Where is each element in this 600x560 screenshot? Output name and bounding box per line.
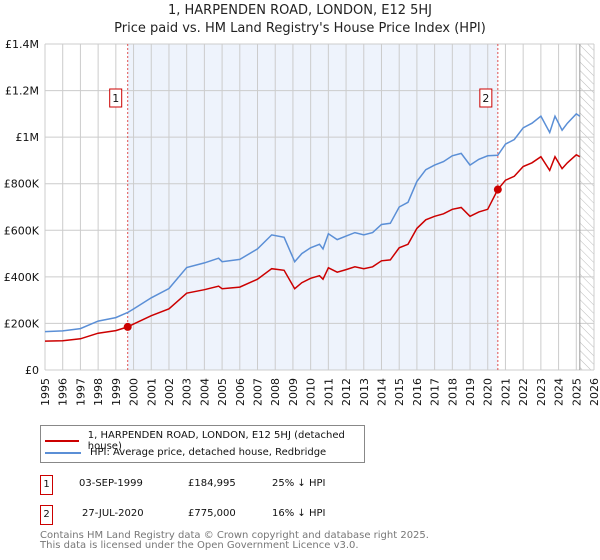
x-tick-label: 1997 bbox=[74, 378, 87, 406]
x-tick-label: 2009 bbox=[287, 378, 300, 406]
x-tick-label: 2024 bbox=[553, 378, 566, 406]
x-tick-label: 2005 bbox=[216, 378, 229, 406]
y-tick-label: £1.4M bbox=[5, 38, 39, 51]
x-tick-label: 2003 bbox=[181, 378, 194, 406]
sale-badge: 2 bbox=[40, 505, 53, 525]
sale-date: 27-JUL-2020 bbox=[82, 508, 144, 519]
x-tick-label: 2010 bbox=[305, 378, 318, 406]
x-tick-label: 2002 bbox=[163, 378, 176, 406]
x-tick-label: 2020 bbox=[482, 378, 495, 406]
y-tick-label: £600K bbox=[4, 224, 40, 237]
x-tick-label: 2021 bbox=[499, 378, 512, 406]
sale-point bbox=[493, 185, 502, 194]
footer: Contains HM Land Registry data © Crown c… bbox=[40, 531, 429, 551]
x-tick-label: 2025 bbox=[570, 378, 583, 406]
sale-label: 2 bbox=[482, 92, 489, 105]
sale-hpi: 25% ↓ HPI bbox=[272, 478, 326, 489]
x-tick-label: 2006 bbox=[234, 378, 247, 406]
x-tick-label: 2017 bbox=[429, 378, 442, 406]
x-tick-label: 2022 bbox=[517, 378, 530, 406]
x-tick-label: 2008 bbox=[269, 378, 282, 406]
property-price-line bbox=[44, 153, 581, 342]
sale-row: 2 27-JUL-2020 £775,000 16% ↓ HPI bbox=[40, 505, 440, 525]
chart-subtitle: Price paid vs. HM Land Registry's House … bbox=[114, 21, 486, 36]
sale-label-box bbox=[109, 88, 123, 108]
x-tick-label: 1998 bbox=[92, 378, 105, 406]
sale-period-shade bbox=[127, 44, 498, 370]
x-tick-label: 2016 bbox=[411, 378, 424, 406]
x-tick-label: 2023 bbox=[535, 378, 548, 406]
x-tick-label: 2019 bbox=[464, 378, 477, 406]
legend-item-property: 1, HARPENDEN ROAD, LONDON, E12 5HJ (deta… bbox=[45, 430, 364, 452]
sale-price: £775,000 bbox=[188, 508, 236, 519]
y-tick-label: £200K bbox=[4, 317, 40, 330]
x-tick-label: 2014 bbox=[375, 378, 388, 406]
x-tick-label: 1995 bbox=[39, 378, 52, 406]
y-tick-label: £1.2M bbox=[5, 85, 39, 98]
footer-licence: This data is licensed under the Open Gov… bbox=[40, 540, 359, 551]
y-tick-label: £400K bbox=[4, 271, 40, 284]
sale-price: £184,995 bbox=[188, 478, 236, 489]
sale-hpi: 16% ↓ HPI bbox=[272, 508, 326, 519]
x-tick-label: 1996 bbox=[57, 378, 70, 406]
sale-date: 03-SEP-1999 bbox=[79, 478, 143, 489]
legend-swatch-blue bbox=[45, 451, 81, 454]
legend-swatch-red bbox=[45, 440, 79, 442]
y-tick-label: £0 bbox=[25, 364, 39, 377]
sale-row: 1 03-SEP-1999 £184,995 25% ↓ HPI bbox=[40, 475, 440, 495]
forecast-hatch bbox=[579, 44, 594, 370]
sale-label-box bbox=[479, 88, 493, 108]
x-tick-label: 2026 bbox=[588, 378, 600, 406]
sale-point bbox=[123, 322, 132, 331]
y-tick-label: £800K bbox=[4, 178, 40, 191]
x-tick-label: 2013 bbox=[358, 378, 371, 406]
x-tick-label: 2000 bbox=[128, 378, 141, 406]
y-tick-label: £1M bbox=[16, 131, 40, 144]
x-tick-label: 1999 bbox=[110, 378, 123, 406]
price-chart: 1995 1996 1997 1998 1999 2000 2001 2002 2003 2004… bbox=[4, 38, 600, 406]
x-tick-label: 2012 bbox=[340, 378, 353, 406]
x-tick-label: 2018 bbox=[446, 378, 459, 406]
x-tick-label: 2007 bbox=[252, 378, 265, 406]
x-tick-label: 2015 bbox=[393, 378, 406, 406]
x-tick-label: 2001 bbox=[145, 378, 158, 406]
legend-item-hpi: HPI: Average price, detached house, Redb… bbox=[45, 447, 326, 458]
legend-label: 1, HARPENDEN ROAD, LONDON, E12 5HJ (deta… bbox=[87, 430, 345, 452]
x-tick-label: 2011 bbox=[322, 378, 335, 406]
hpi-line bbox=[44, 112, 581, 333]
sale-label: 1 bbox=[112, 92, 119, 105]
legend: 1, HARPENDEN ROAD, LONDON, E12 5HJ (deta… bbox=[40, 425, 365, 463]
legend-label: HPI: Average price, detached house, Redb… bbox=[90, 447, 327, 458]
footer-copyright: Contains HM Land Registry data © Crown c… bbox=[40, 530, 429, 541]
x-tick-label: 2004 bbox=[198, 378, 211, 406]
chart-title: 1, HARPENDEN ROAD, LONDON, E12 5HJ bbox=[167, 3, 433, 18]
sale-badge: 1 bbox=[40, 475, 53, 495]
